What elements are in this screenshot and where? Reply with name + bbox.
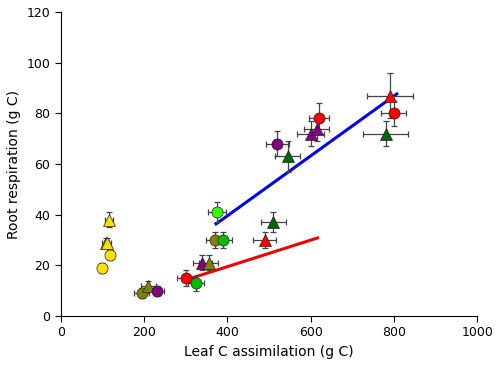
Y-axis label: Root respiration (g C): Root respiration (g C): [7, 90, 21, 239]
X-axis label: Leaf C assimilation (g C): Leaf C assimilation (g C): [184, 345, 354, 359]
